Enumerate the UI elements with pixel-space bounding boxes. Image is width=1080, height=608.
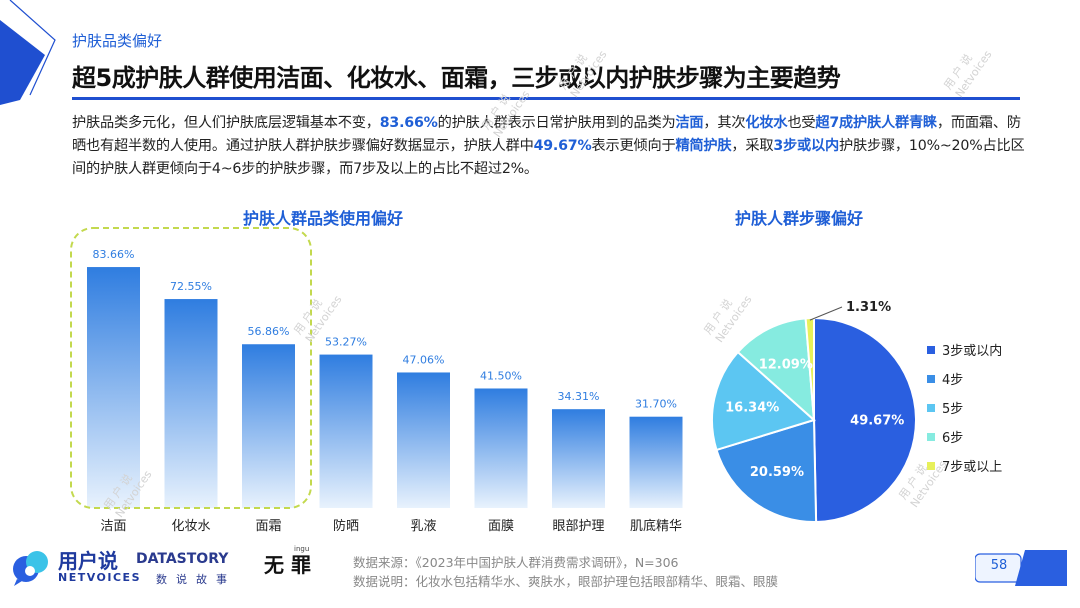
- bar: [87, 267, 140, 508]
- intro-text-6: 表示更倾向于: [591, 138, 676, 154]
- logo-netvoices-name: 用户说: [58, 549, 118, 573]
- intro-text-4: 也受: [787, 115, 816, 131]
- page-number-badge: [975, 550, 1067, 586]
- legend-swatch: [927, 346, 935, 354]
- legend-swatch: [927, 404, 935, 412]
- legend-swatch: [927, 462, 935, 470]
- legend-label: 6步: [942, 431, 963, 446]
- pie-value-label: 49.67%: [850, 413, 904, 428]
- pie-slice: [736, 317, 816, 423]
- bar-chart: 83.66% 洁面 72.55% 化妆水 56.86% 面霜 53.27% 防晒 47.06% 乳…: [70, 227, 683, 534]
- bar-chart-title: 护肤人群品类使用偏好: [243, 209, 404, 228]
- bar: [397, 372, 450, 508]
- page-headline: 超5成护肤人群使用洁面、化妆水、面霜，三步或以内护肤步骤为主要趋势: [72, 64, 841, 92]
- netvoices-logo-icon: [13, 551, 48, 586]
- pie-value-label: 20.59%: [750, 465, 804, 480]
- bar-value-label: 31.70%: [635, 398, 677, 411]
- data-source-note: 数据来源：《2023年中国护肤人群消费需求调研》，N=306 数据说明：化妆水包…: [353, 553, 778, 591]
- intro-highlight-4: 超7成护肤人群青睐: [815, 115, 937, 131]
- intro-highlight-1: 83.66%: [379, 115, 438, 131]
- bar-value-label: 56.86%: [248, 325, 290, 338]
- x-tick-label: 化妆水: [171, 519, 210, 534]
- pie-value-label: 12.09%: [759, 357, 813, 372]
- x-tick-label: 眼部护理: [552, 519, 604, 534]
- legend-swatch: [927, 433, 935, 441]
- pie-slice: [711, 350, 816, 452]
- intro-text-7: ，采取: [731, 138, 774, 154]
- intro-text-1: 护肤品类多元化，但人们护肤底层逻辑基本不变，: [72, 115, 380, 131]
- bar: [552, 409, 605, 508]
- pie-slice: [813, 316, 917, 524]
- intro-text-2: 的护肤人群表示日常护肤用到的品类为: [437, 115, 676, 131]
- datastory-logo: DATASTORY 数说故事: [136, 549, 256, 589]
- pie-chart-title: 护肤人群步骤偏好: [735, 209, 864, 228]
- intro-text-5: ，而面霜、防晒也有超半数的人使用。通过护肤人群护肤步骤偏好数据显示，护肤人群中: [72, 115, 1021, 154]
- x-tick-label: 面膜: [488, 519, 514, 534]
- intro-paragraph: 护肤品类多元化，但人们护肤底层逻辑基本不变，83.66%的护肤人群表示日常护肤用…: [72, 112, 1027, 181]
- legend-label: 7步或以上: [942, 460, 1002, 475]
- intro-text-8: 护肤步骤，10%~20%占比区间的护肤人群更倾向于4~6步的护肤步骤，而7步及以…: [72, 138, 1025, 177]
- intro-highlight-7: 3步或以内: [773, 138, 839, 154]
- legend-label: 5步: [942, 402, 963, 417]
- data-note-line: 数据说明：化妆水包括精华水、爽肤水，眼部护理包括眼部精华、眼霜、眼膜: [353, 574, 779, 589]
- datastory-logo-name: DATASTORY: [136, 551, 229, 567]
- bar: [319, 354, 373, 508]
- bar-value-label: 53.27%: [325, 336, 367, 349]
- data-source-line: 数据来源：《2023年中国护肤人群消费需求调研》，N=306: [353, 555, 679, 570]
- bar: [164, 299, 218, 508]
- bar-value-label: 83.66%: [93, 248, 135, 261]
- bar-value-label: 41.50%: [480, 369, 522, 382]
- footer-logos: 用户说 NETVOICES DATASTORY 数说故事 无 罪 ingu: [12, 543, 342, 593]
- pie-value-label: 16.34%: [725, 400, 779, 415]
- bar: [474, 388, 528, 508]
- x-tick-label: 防晒: [333, 518, 359, 534]
- legend-label: 4步: [942, 373, 963, 388]
- pie-value-label: 1.31%: [846, 300, 891, 315]
- intro-highlight-3: 化妆水: [745, 115, 788, 131]
- logo-netvoices-sub: NETVOICES: [58, 571, 141, 584]
- wuzui-logo-small: ingu: [294, 545, 310, 553]
- intro-text-3: ，其次: [703, 115, 746, 131]
- intro-highlight-2: 洁面: [675, 115, 704, 131]
- x-tick-label: 乳液: [410, 519, 436, 534]
- pie-slice: [715, 418, 818, 523]
- intro-highlight-6: 精简护肤: [675, 138, 732, 154]
- bar-value-label: 34.31%: [558, 390, 600, 403]
- legend-label: 3步或以内: [942, 343, 1002, 359]
- label-leader-line: [809, 306, 843, 321]
- x-tick-label: 面霜: [255, 519, 281, 534]
- bar: [242, 344, 295, 508]
- bar-value-label: 72.55%: [170, 280, 212, 293]
- page-number: 58: [990, 558, 1008, 573]
- corner-decoration: [0, 0, 56, 105]
- intro-highlight-5: 49.67%: [533, 138, 592, 154]
- x-tick-label: 肌底精华: [630, 518, 682, 534]
- datastory-logo-sub: 数说故事: [156, 573, 236, 586]
- x-tick-label: 洁面: [100, 519, 126, 534]
- wuzui-logo: 无 罪: [264, 553, 311, 577]
- bar: [629, 416, 683, 508]
- legend-swatch: [927, 375, 935, 383]
- bar-value-label: 47.06%: [403, 353, 445, 366]
- section-label: 护肤品类偏好: [72, 32, 163, 50]
- headline-underline: [72, 97, 1020, 100]
- pie-chart: 49.67% 20.59% 16.34% 12.09% 1.31% 3步或以内 4步 5步 6步…: [711, 300, 1002, 524]
